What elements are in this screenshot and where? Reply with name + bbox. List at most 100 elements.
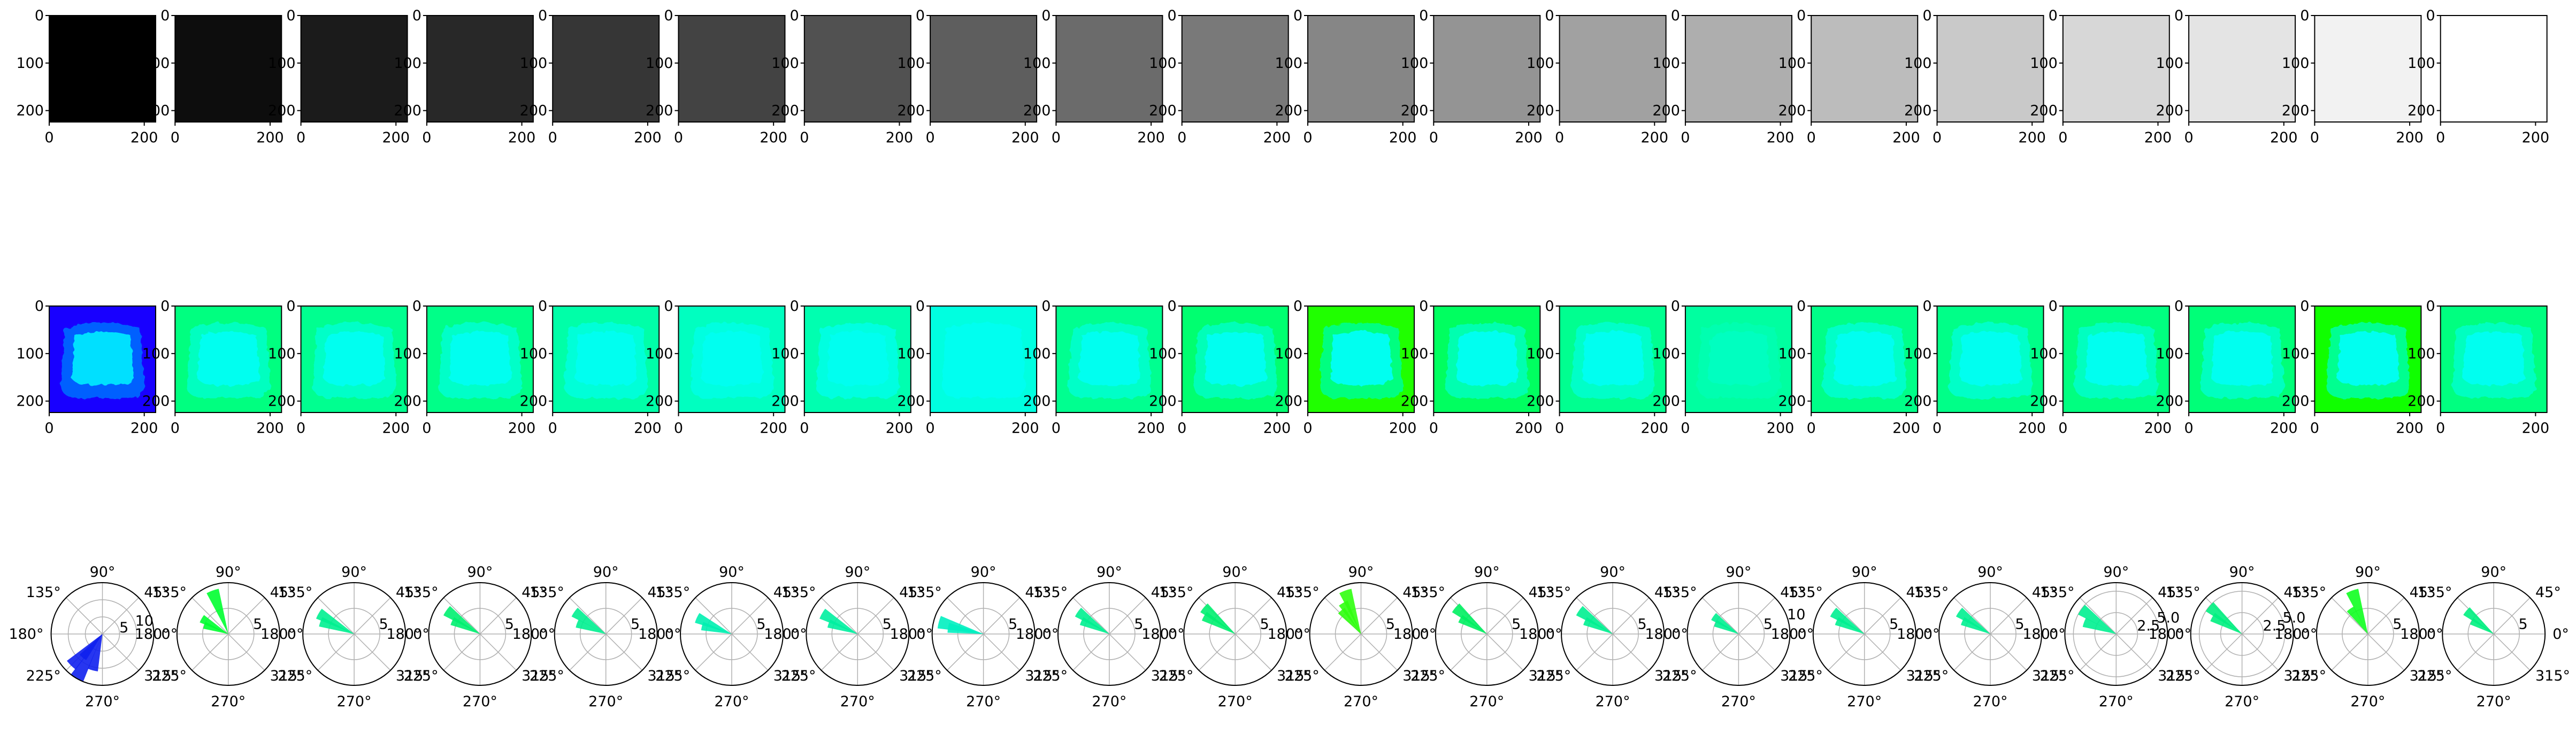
y-tick-label: 0 <box>2300 7 2309 24</box>
polar-frame <box>302 582 407 686</box>
polar-ring <box>454 608 507 660</box>
polar-angle-label: 270° <box>85 693 120 710</box>
y-tick-label: 100 <box>898 346 925 362</box>
polar-bar <box>2347 606 2368 634</box>
polar-angle-label: 135° <box>2040 584 2074 601</box>
polar-angle-label: 180° <box>2400 626 2435 643</box>
polar-angle-label: 90° <box>467 564 493 580</box>
polar-angle-label: 135° <box>1662 584 1697 601</box>
polar-bar <box>1079 617 1109 634</box>
x-tick-label: 0 <box>548 129 557 146</box>
polar-angle-label: 315° <box>1780 668 1815 684</box>
polar-angle-label: 180° <box>1016 626 1051 643</box>
polar-angle-label: 225° <box>26 668 61 684</box>
polar-angle-label: 225° <box>781 668 816 684</box>
y-tick-label: 0 <box>412 298 421 315</box>
polar-angle-label: 135° <box>1914 584 1949 601</box>
polar-angle-label: 270° <box>1218 693 1253 710</box>
y-tick-label: 0 <box>664 298 673 315</box>
panel-frame <box>49 15 156 123</box>
heatmap-inner-region <box>1959 331 2022 386</box>
y-tick-label: 0 <box>2174 7 2183 24</box>
x-tick-label: 200 <box>2018 129 2046 146</box>
polar-bar <box>1830 607 1865 634</box>
polar-frame <box>680 582 784 686</box>
y-tick-label: 200 <box>2030 393 2058 410</box>
panel-frame <box>2062 15 2170 123</box>
y-tick-label: 0 <box>2174 298 2183 315</box>
polar-angle-label: 135° <box>1788 584 1823 601</box>
x-tick-label: 200 <box>256 420 284 437</box>
x-tick-label: 0 <box>171 129 180 146</box>
polar-radial-label: 5 <box>1637 616 1646 633</box>
polar-angle-label: 270° <box>2099 693 2134 710</box>
panel-frame <box>174 15 282 123</box>
y-tick-label: 0 <box>790 7 799 24</box>
polar-angle-label: 135° <box>2166 584 2201 601</box>
y-tick-label: 100 <box>16 55 44 72</box>
polar-angle-label: 180° <box>1267 626 1302 643</box>
x-tick-label: 0 <box>1303 420 1312 437</box>
x-tick-label: 0 <box>1807 420 1816 437</box>
polar-angle-label: 90° <box>1474 564 1500 580</box>
x-tick-label: 0 <box>296 420 305 437</box>
panel-frame <box>1936 305 2044 413</box>
y-tick-label: 0 <box>1797 298 1806 315</box>
y-tick-label: 0 <box>160 298 170 315</box>
grayscale-cell <box>426 16 533 122</box>
x-tick-label: 0 <box>44 420 53 437</box>
polar-angle-label: 45° <box>2283 584 2309 601</box>
x-tick-label: 0 <box>2184 420 2194 437</box>
y-tick-label: 0 <box>1168 7 1177 24</box>
panel-frame <box>2188 15 2296 123</box>
grayscale-cell <box>2440 16 2547 122</box>
heatmap-base-band <box>585 387 628 395</box>
polar-angle-label: 270° <box>2350 693 2385 710</box>
polar-angle-label: 45° <box>2410 584 2435 601</box>
polar-panel: 5 10 0° 45° 90° 135° 180° 225° 270° 315° <box>1645 564 1815 710</box>
y-tick-label: 200 <box>1527 393 1554 410</box>
polar-radial-label: 5 <box>2015 616 2024 633</box>
polar-bar <box>2210 613 2242 634</box>
y-tick-label: 0 <box>2049 298 2058 315</box>
polar-angle-label: 270° <box>840 693 875 710</box>
x-tick-label: 200 <box>2018 420 2046 437</box>
y-tick-label: 200 <box>2156 393 2184 410</box>
x-tick-label: 0 <box>1555 129 1564 146</box>
polar-angle-label: 270° <box>1469 693 1504 710</box>
polar-angle-label: 270° <box>588 693 623 710</box>
y-tick-label: 200 <box>898 393 925 410</box>
y-tick-label: 200 <box>1023 103 1051 119</box>
panel-frame <box>1433 305 1541 413</box>
panel-frame <box>1055 305 1163 413</box>
y-tick-label: 0 <box>1671 7 1680 24</box>
polar-angle-label: 0° <box>162 626 178 643</box>
x-tick-label: 200 <box>1389 420 1417 437</box>
x-tick-label: 200 <box>2396 129 2424 146</box>
y-tick-label: 100 <box>1275 346 1302 362</box>
y-tick-label: 0 <box>286 7 295 24</box>
polar-ring <box>1461 608 1513 660</box>
grayscale-cell <box>804 16 911 122</box>
polar-panel: 5 0° 45° 90° 135° 180° 225° 270° 315° <box>512 564 683 710</box>
polar-angle-label: 270° <box>1092 693 1126 710</box>
grayscale-cell <box>301 16 408 122</box>
y-tick-label: 100 <box>268 55 296 72</box>
grayscale-cell <box>930 16 1037 122</box>
polar-angle-label: 135° <box>1536 584 1571 601</box>
polar-angle-label: 315° <box>522 668 556 684</box>
y-tick-label: 0 <box>1922 298 1931 315</box>
y-tick-label: 100 <box>646 346 673 362</box>
y-tick-label: 100 <box>1527 55 1554 72</box>
y-tick-label: 100 <box>771 346 799 362</box>
polar-angle-label: 135° <box>1285 584 1320 601</box>
y-tick-label: 200 <box>1778 103 1806 119</box>
